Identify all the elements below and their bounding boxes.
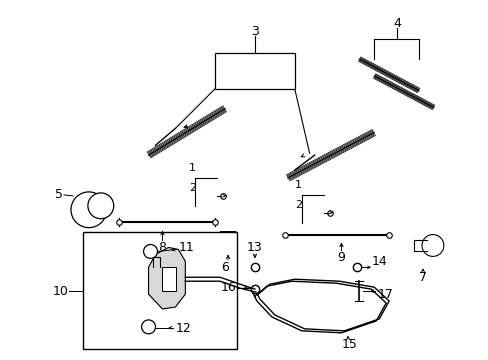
Text: 5: 5 xyxy=(55,188,63,201)
Circle shape xyxy=(142,320,155,334)
Circle shape xyxy=(143,244,157,258)
Text: 2: 2 xyxy=(295,200,302,210)
Text: 7: 7 xyxy=(418,271,426,284)
Text: 15: 15 xyxy=(341,338,357,351)
Polygon shape xyxy=(148,247,185,309)
Text: 3: 3 xyxy=(250,24,258,38)
Text: 4: 4 xyxy=(392,17,400,30)
Circle shape xyxy=(421,235,443,256)
Circle shape xyxy=(71,192,106,228)
Text: 6: 6 xyxy=(221,261,228,274)
Text: 1: 1 xyxy=(295,180,302,190)
Text: 12: 12 xyxy=(175,322,191,336)
Circle shape xyxy=(88,193,114,219)
Text: 10: 10 xyxy=(53,285,69,298)
Bar xyxy=(215,53,294,89)
Bar xyxy=(162,267,176,291)
Text: 1: 1 xyxy=(188,163,195,173)
Text: 13: 13 xyxy=(246,241,262,254)
Text: 9: 9 xyxy=(337,251,345,264)
Text: 8: 8 xyxy=(158,241,166,254)
Polygon shape xyxy=(220,231,236,247)
Text: 14: 14 xyxy=(370,255,386,268)
Text: 17: 17 xyxy=(376,288,392,301)
Text: 11: 11 xyxy=(178,241,194,254)
Text: 2: 2 xyxy=(188,183,196,193)
Text: 16: 16 xyxy=(220,281,236,294)
Bar xyxy=(83,231,237,349)
